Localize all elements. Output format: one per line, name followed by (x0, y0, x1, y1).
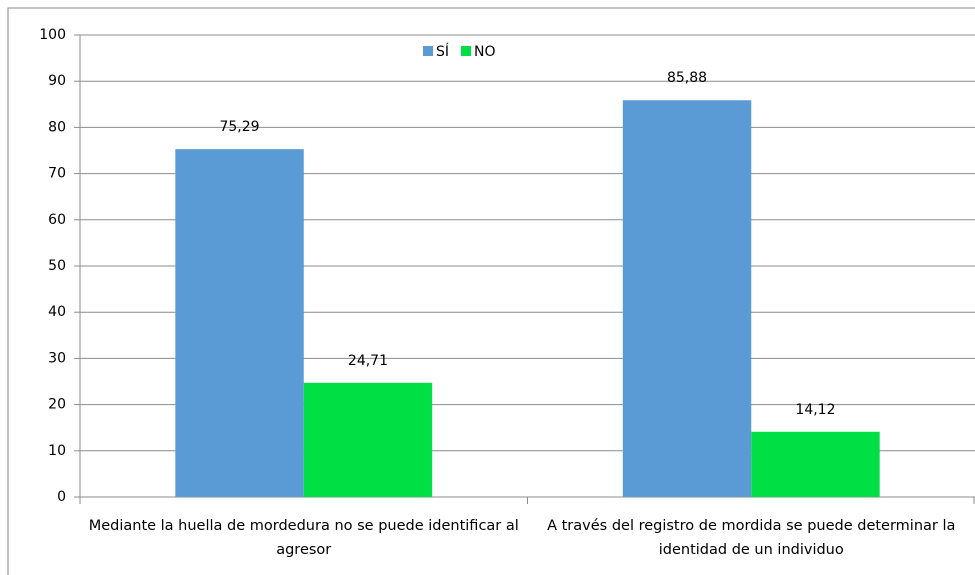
y-tick-label: 30 (48, 350, 66, 366)
y-tick-label: 80 (48, 119, 66, 135)
x-tick-label: Mediante la huella de mordedura no se pu… (88, 518, 519, 558)
legend-swatch (461, 46, 472, 56)
data-label: 75,29 (219, 119, 259, 135)
y-tick-label: 90 (48, 73, 66, 89)
y-tick-label: 60 (48, 212, 66, 228)
x-tick-label: A través del registro de mordida se pued… (547, 518, 956, 558)
legend-swatch (423, 46, 433, 56)
y-tick-label: 0 (57, 489, 66, 505)
bar (751, 431, 880, 497)
y-tick-label: 10 (48, 443, 66, 459)
y-tick-label: 100 (39, 27, 66, 43)
y-tick-label: 20 (48, 397, 66, 413)
y-tick-label: 50 (48, 258, 66, 274)
y-tick-label: 70 (48, 166, 66, 182)
chart-border (7, 7, 975, 575)
bar (303, 382, 433, 497)
bar (622, 100, 752, 497)
legend-label: NO (474, 44, 496, 60)
bar (175, 149, 304, 497)
data-label: 85,88 (667, 70, 707, 86)
legend-label: SÍ (436, 43, 449, 60)
data-label: 14,12 (795, 402, 835, 418)
data-label: 24,71 (348, 353, 388, 369)
y-tick-label: 40 (48, 304, 66, 320)
